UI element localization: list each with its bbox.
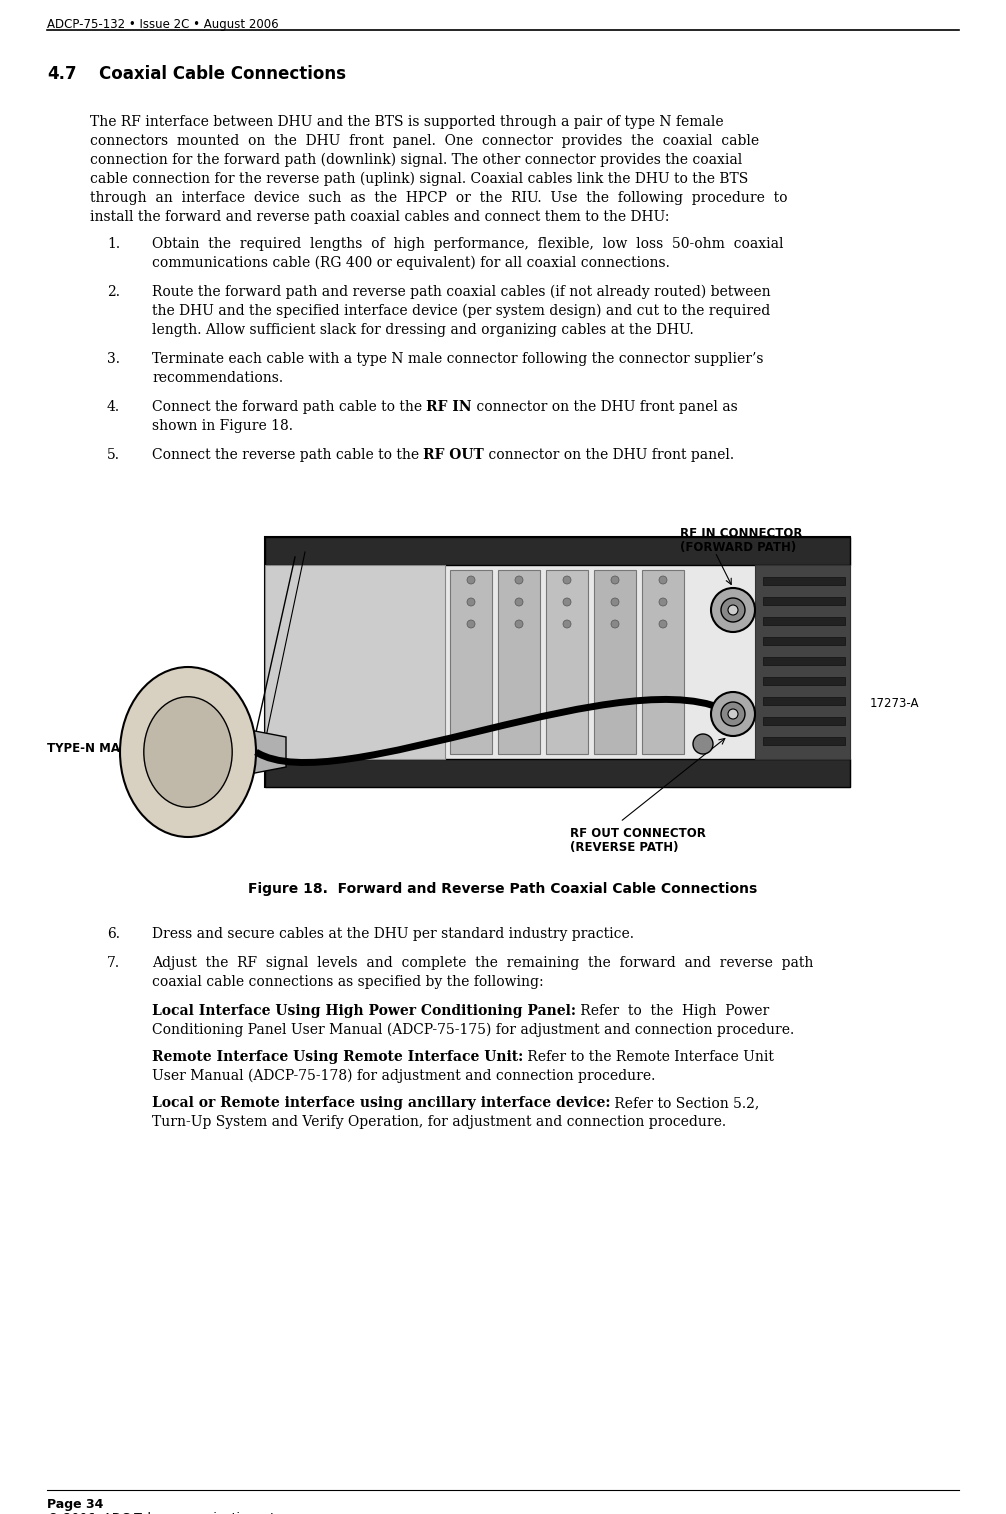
Polygon shape <box>546 569 588 754</box>
Text: Dress and secure cables at the DHU per standard industry practice.: Dress and secure cables at the DHU per s… <box>152 927 634 942</box>
Text: RF OUT: RF OUT <box>424 448 484 462</box>
Circle shape <box>711 692 754 736</box>
Polygon shape <box>498 569 540 754</box>
Circle shape <box>611 598 619 606</box>
Text: 1.: 1. <box>107 238 120 251</box>
Text: 2.: 2. <box>107 285 120 298</box>
Polygon shape <box>208 722 286 783</box>
Circle shape <box>563 575 571 584</box>
Text: 4.: 4. <box>107 400 120 413</box>
Circle shape <box>728 709 738 719</box>
Text: The RF interface between DHU and the BTS is supported through a pair of type N f: The RF interface between DHU and the BTS… <box>90 115 723 129</box>
Circle shape <box>515 575 523 584</box>
Polygon shape <box>265 759 850 787</box>
Ellipse shape <box>120 668 256 837</box>
Polygon shape <box>763 677 845 684</box>
Text: communications cable (RG 400 or equivalent) for all coaxial connections.: communications cable (RG 400 or equivale… <box>152 256 670 271</box>
Text: Figure 18.  Forward and Reverse Path Coaxial Cable Connections: Figure 18. Forward and Reverse Path Coax… <box>248 883 758 896</box>
Polygon shape <box>763 737 845 745</box>
Circle shape <box>659 598 667 606</box>
Circle shape <box>659 575 667 584</box>
Text: Turn-Up System and Verify Operation, for adjustment and connection procedure.: Turn-Up System and Verify Operation, for… <box>152 1114 726 1129</box>
Text: 3.: 3. <box>107 351 120 366</box>
Text: Refer  to  the  High  Power: Refer to the High Power <box>576 1004 770 1017</box>
Text: cable connection for the reverse path (uplink) signal. Coaxial cables link the D: cable connection for the reverse path (u… <box>90 173 748 186</box>
Polygon shape <box>763 718 845 725</box>
Polygon shape <box>265 565 445 759</box>
Text: ADCP-75-132 • Issue 2C • August 2006: ADCP-75-132 • Issue 2C • August 2006 <box>47 18 279 30</box>
Polygon shape <box>763 696 845 706</box>
Circle shape <box>467 598 475 606</box>
Circle shape <box>563 621 571 628</box>
Text: connector on the DHU front panel as: connector on the DHU front panel as <box>472 400 737 413</box>
Text: © 2006, ADC Telecommunications, Inc.: © 2006, ADC Telecommunications, Inc. <box>47 1512 293 1514</box>
Polygon shape <box>763 597 845 606</box>
Ellipse shape <box>144 696 232 807</box>
Text: Local Interface Using High Power Conditioning Panel:: Local Interface Using High Power Conditi… <box>152 1004 576 1017</box>
Text: Coaxial Cable Connections: Coaxial Cable Connections <box>99 65 346 83</box>
Text: connection for the forward path (downlink) signal. The other connector provides : connection for the forward path (downlin… <box>90 153 742 168</box>
Text: RF OUT CONNECTOR: RF OUT CONNECTOR <box>570 827 706 840</box>
Polygon shape <box>763 618 845 625</box>
Text: 5.: 5. <box>107 448 120 462</box>
Circle shape <box>693 734 713 754</box>
Text: User Manual (ADCP-75-178) for adjustment and connection procedure.: User Manual (ADCP-75-178) for adjustment… <box>152 1069 655 1084</box>
Text: coaxial cable connections as specified by the following:: coaxial cable connections as specified b… <box>152 975 543 989</box>
Text: recommendations.: recommendations. <box>152 371 283 385</box>
Text: install the forward and reverse path coaxial cables and connect them to the DHU:: install the forward and reverse path coa… <box>90 210 669 224</box>
Text: RF IN: RF IN <box>427 400 472 413</box>
Text: Page 34: Page 34 <box>47 1497 104 1511</box>
Circle shape <box>611 575 619 584</box>
Text: Adjust  the  RF  signal  levels  and  complete  the  remaining  the  forward  an: Adjust the RF signal levels and complete… <box>152 955 814 970</box>
Text: shown in Figure 18.: shown in Figure 18. <box>152 419 293 433</box>
Text: Route the forward path and reverse path coaxial cables (if not already routed) b: Route the forward path and reverse path … <box>152 285 771 300</box>
Circle shape <box>611 621 619 628</box>
Text: 6.: 6. <box>107 927 120 942</box>
Circle shape <box>515 598 523 606</box>
Circle shape <box>728 606 738 615</box>
Polygon shape <box>265 537 850 565</box>
Circle shape <box>721 598 745 622</box>
Text: Local or Remote interface using ancillary interface device:: Local or Remote interface using ancillar… <box>152 1096 611 1110</box>
Circle shape <box>515 621 523 628</box>
Text: TYPE-N MALE CONNECTOR: TYPE-N MALE CONNECTOR <box>47 742 222 755</box>
Polygon shape <box>265 537 850 787</box>
Text: Connect the forward path cable to the: Connect the forward path cable to the <box>152 400 427 413</box>
Text: (REVERSE PATH): (REVERSE PATH) <box>570 840 678 854</box>
Text: Terminate each cable with a type N male connector following the connector suppli: Terminate each cable with a type N male … <box>152 351 764 366</box>
Text: the DHU and the specified interface device (per system design) and cut to the re: the DHU and the specified interface devi… <box>152 304 771 318</box>
Circle shape <box>467 621 475 628</box>
Text: 7.: 7. <box>107 955 120 970</box>
Polygon shape <box>763 637 845 645</box>
Text: Refer to Section 5.2,: Refer to Section 5.2, <box>611 1096 760 1110</box>
Text: through  an  interface  device  such  as  the  HPCP  or  the  RIU.  Use  the  fo: through an interface device such as the … <box>90 191 788 204</box>
Circle shape <box>563 598 571 606</box>
Polygon shape <box>763 577 845 584</box>
Text: length. Allow sufficient slack for dressing and organizing cables at the DHU.: length. Allow sufficient slack for dress… <box>152 322 694 338</box>
Circle shape <box>659 621 667 628</box>
Text: 17273-A: 17273-A <box>870 696 919 710</box>
Polygon shape <box>450 569 492 754</box>
Text: Refer to the Remote Interface Unit: Refer to the Remote Interface Unit <box>523 1051 775 1064</box>
Circle shape <box>711 587 754 631</box>
Polygon shape <box>763 657 845 665</box>
Text: Connect the reverse path cable to the: Connect the reverse path cable to the <box>152 448 424 462</box>
Text: (FORWARD PATH): (FORWARD PATH) <box>680 540 797 554</box>
Polygon shape <box>754 565 850 759</box>
Circle shape <box>721 702 745 727</box>
Text: connector on the DHU front panel.: connector on the DHU front panel. <box>484 448 734 462</box>
Polygon shape <box>594 569 636 754</box>
Text: Remote Interface Using Remote Interface Unit:: Remote Interface Using Remote Interface … <box>152 1051 523 1064</box>
Text: Obtain  the  required  lengths  of  high  performance,  flexible,  low  loss  50: Obtain the required lengths of high perf… <box>152 238 784 251</box>
Text: 4.7: 4.7 <box>47 65 76 83</box>
Text: RF IN CONNECTOR: RF IN CONNECTOR <box>680 527 803 540</box>
Polygon shape <box>642 569 684 754</box>
Circle shape <box>467 575 475 584</box>
Text: connectors  mounted  on  the  DHU  front  panel.  One  connector  provides  the : connectors mounted on the DHU front pane… <box>90 135 760 148</box>
Text: Conditioning Panel User Manual (ADCP-75-175) for adjustment and connection proce: Conditioning Panel User Manual (ADCP-75-… <box>152 1023 795 1037</box>
